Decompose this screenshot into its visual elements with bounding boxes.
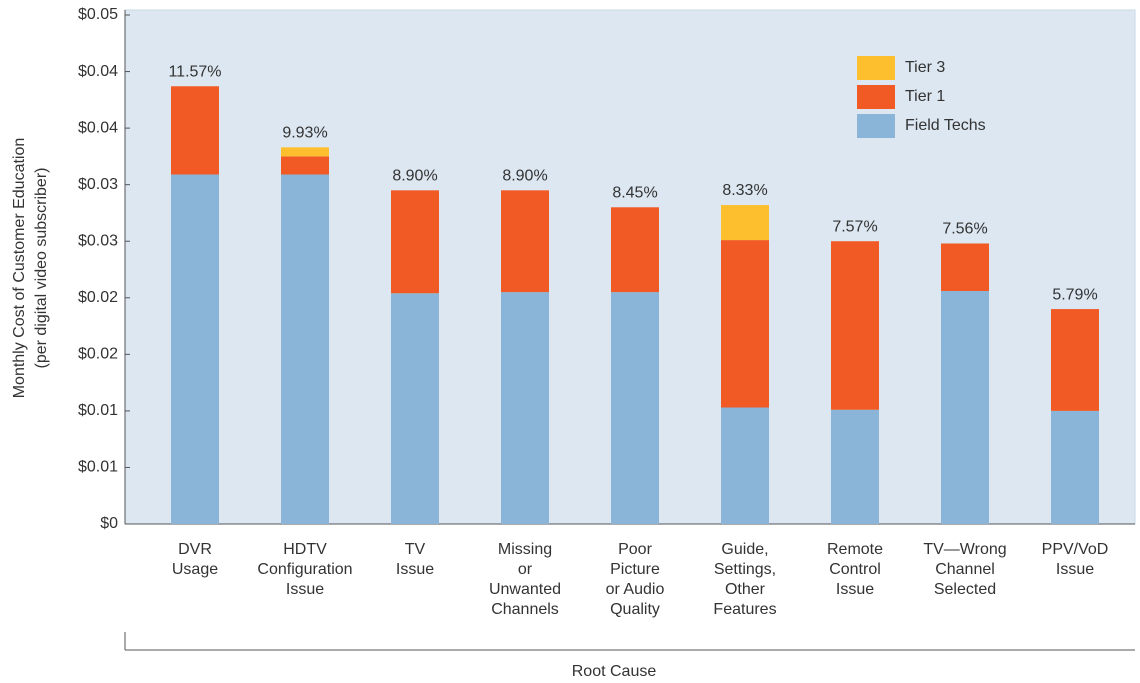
bar-segment (721, 205, 769, 241)
x-tick-label: TV—Wrong (923, 541, 1006, 558)
bar-label: 5.79% (1052, 286, 1097, 303)
x-tick-label: Picture (610, 561, 660, 578)
bar-label: 8.90% (502, 168, 547, 185)
bar-segment (831, 409, 879, 524)
x-tick-label: Quality (610, 601, 660, 618)
bar-label: 8.45% (612, 185, 657, 202)
x-tick-label: Configuration (257, 561, 352, 578)
legend-swatch (857, 85, 895, 109)
y-tick-label: $0 (100, 515, 118, 532)
y-axis-label: Monthly Cost of Customer Education (11, 138, 28, 399)
bar-segment (501, 190, 549, 293)
y-tick-label: $0.01 (78, 459, 118, 476)
x-tick-label: DVR (178, 541, 212, 558)
bar-segment (721, 240, 769, 408)
x-tick-label: Other (725, 581, 766, 598)
bar-segment (171, 86, 219, 175)
y-tick-label: $0.04 (78, 119, 118, 136)
x-tick-label: Unwanted (489, 581, 561, 598)
x-tick-label: Channel (935, 561, 995, 578)
y-tick-label: $0.04 (78, 63, 118, 80)
bar-segment (611, 207, 659, 293)
x-tick-label: TV (405, 541, 426, 558)
bar-segment (501, 292, 549, 524)
x-tick-label: or (518, 561, 533, 578)
y-axis-label: (per digital video subscriber) (33, 168, 50, 369)
x-tick-label: Issue (836, 581, 874, 598)
x-tick-label: Features (713, 601, 776, 618)
legend-swatch (857, 114, 895, 138)
x-tick-label: Selected (934, 581, 996, 598)
x-tick-label: Missing (498, 541, 552, 558)
x-tick-label: PPV/VoD (1042, 541, 1109, 558)
x-tick-label: Settings, (714, 561, 776, 578)
bar-segment (391, 293, 439, 524)
bar-segment (941, 243, 989, 291)
x-tick-label: Issue (286, 581, 324, 598)
bar-label: 7.56% (942, 221, 987, 238)
y-tick-label: $0.02 (78, 346, 118, 363)
bar-label: 7.57% (832, 218, 877, 235)
x-tick-label: Issue (1056, 561, 1094, 578)
bar-segment (721, 407, 769, 524)
y-tick-label: $0.03 (78, 232, 118, 249)
x-axis-label: Root Cause (572, 663, 657, 680)
y-tick-label: $0.02 (78, 289, 118, 306)
x-tick-label: Channels (491, 601, 559, 618)
y-tick-label: $0.01 (78, 402, 118, 419)
x-tick-label: HDTV (283, 541, 327, 558)
bar-segment (941, 290, 989, 524)
bar-segment (391, 190, 439, 294)
x-tick-label: Remote (827, 541, 883, 558)
x-tick-label: Usage (172, 561, 218, 578)
x-tick-label: Control (829, 561, 881, 578)
bar-label: 8.90% (392, 168, 437, 185)
bar-segment (281, 156, 329, 175)
legend-swatch (857, 56, 895, 80)
legend-label: Tier 3 (905, 59, 945, 76)
bar-label: 11.57% (168, 63, 221, 80)
y-tick-label: $0.03 (78, 176, 118, 193)
bar-segment (1051, 410, 1099, 524)
bar-segment (831, 241, 879, 410)
legend-label: Tier 1 (905, 88, 945, 105)
y-tick-label: $0.05 (78, 6, 118, 23)
legend-label: Field Techs (905, 117, 986, 134)
bar-label: 9.93% (282, 125, 327, 142)
x-tick-label: Issue (396, 561, 434, 578)
bar-segment (611, 292, 659, 524)
bar-segment (1051, 309, 1099, 411)
bar-label: 8.33% (722, 182, 767, 199)
bar-segment (171, 174, 219, 524)
x-tick-label: Poor (618, 541, 652, 558)
x-tick-label: Guide, (721, 541, 768, 558)
x-tick-label: or Audio (606, 581, 665, 598)
bar-segment (281, 174, 329, 524)
bar-segment (281, 147, 329, 157)
